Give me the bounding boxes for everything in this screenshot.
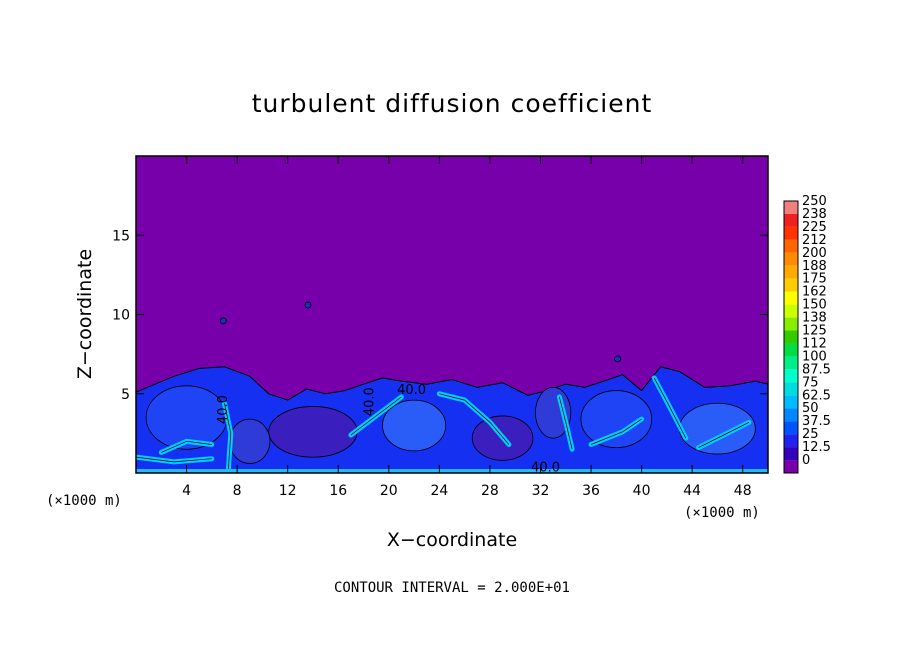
colorbar-swatch	[784, 226, 798, 240]
isolated-eddy	[304, 301, 312, 309]
contour-label: 40.0	[531, 460, 560, 475]
x-tick-label: 24	[430, 483, 448, 499]
isolated-eddy	[614, 355, 621, 363]
y-axis: 5 10 15	[112, 228, 768, 403]
colorbar-label: 162	[802, 285, 827, 300]
contour-line	[439, 393, 510, 445]
x-tick-label: 44	[683, 483, 701, 499]
colorbar-swatch	[784, 317, 798, 331]
x-tick-label: 32	[532, 483, 550, 499]
x-tick-label: 28	[481, 483, 499, 499]
plot-area: 40.0 40.0 40.0 40.0	[136, 156, 768, 475]
x-unit-right: (×1000 m)	[684, 505, 760, 521]
colorbar-label: 175	[802, 272, 827, 287]
contour-label: 40.0	[397, 383, 426, 398]
colorbar-swatch	[784, 434, 798, 448]
y-tick-label: 5	[121, 387, 130, 403]
x-tick-label: 16	[329, 483, 347, 499]
colorbar-swatch	[784, 201, 798, 214]
colorbar-label: 150	[802, 298, 827, 313]
x-tick-label: 40	[633, 483, 651, 499]
colorbar-label: 125	[802, 324, 827, 339]
colorbar-swatch	[784, 304, 798, 318]
contour-line	[350, 396, 402, 436]
x-unit-left: (×1000 m)	[46, 493, 122, 509]
contour-label: 40.0	[216, 395, 231, 424]
colorbar-swatch	[784, 395, 798, 409]
contour-label: 40.0	[363, 387, 378, 416]
colorbar-label: 50	[802, 401, 819, 416]
contour-line	[653, 377, 687, 439]
contour-line	[590, 418, 642, 445]
contour-line	[136, 456, 212, 463]
contour-line	[161, 440, 212, 453]
colorbar-swatch	[784, 278, 798, 292]
y-axis-label: Z−coordinate	[74, 249, 96, 379]
colorbar: 2502382252122001881751621501381251121008…	[783, 194, 831, 474]
x-tick-label: 20	[380, 483, 398, 499]
colorbar-label: 212	[802, 233, 827, 248]
colorbar-label: 25	[802, 427, 819, 442]
x-axis-label: X−coordinate	[387, 529, 517, 551]
turbulence-region	[580, 390, 653, 449]
contour-line	[224, 403, 232, 470]
colorbar-label: 200	[802, 246, 827, 261]
colorbar-swatch	[784, 330, 798, 344]
colorbar-label: 75	[802, 375, 819, 390]
colorbar-label: 0	[802, 453, 810, 468]
colorbar-swatch	[784, 460, 798, 473]
contour-line	[698, 421, 750, 448]
colorbar-label: 100	[802, 349, 827, 364]
colorbar-swatch	[784, 356, 798, 370]
x-tick-label: 4	[182, 483, 191, 499]
colorbar-frame	[783, 200, 799, 474]
colorbar-label: 87.5	[802, 362, 831, 377]
colorbar-label: 238	[802, 207, 827, 222]
colorbar-swatch	[784, 447, 798, 461]
colorbar-label: 12.5	[802, 440, 831, 455]
y-tick-label: 15	[112, 228, 130, 244]
colorbar-swatch	[784, 343, 798, 357]
turbulence-region	[268, 406, 358, 458]
colorbar-swatch	[784, 213, 798, 227]
turbulence-region	[679, 402, 756, 455]
colorbar-swatch	[784, 265, 798, 279]
colorbar-swatch	[784, 239, 798, 253]
colorbar-swatch	[784, 252, 798, 266]
colorbar-label: 112	[802, 336, 827, 351]
x-tick-label: 36	[582, 483, 600, 499]
turbulence-region	[229, 418, 271, 464]
turbulence-field: 40.0 40.0 40.0 40.0	[136, 301, 768, 475]
colorbar-label: 250	[802, 194, 827, 209]
colorbar-label: 138	[802, 311, 827, 326]
x-axis: 4 8 12 16 20 24 28 32 36 40 44 48	[182, 156, 752, 499]
x-tick-label: 12	[279, 483, 297, 499]
contour-line	[559, 396, 573, 450]
surface-band	[136, 469, 768, 473]
contour-interval-note: CONTOUR INTERVAL = 2.000E+01	[334, 580, 570, 596]
colorbar-label: 188	[802, 259, 827, 274]
isolated-eddy	[219, 317, 227, 325]
colorbar-swatch	[784, 369, 798, 383]
chart-title: turbulent diffusion coefficient	[252, 89, 653, 118]
x-tick-label: 48	[734, 483, 752, 499]
colorbar-swatch	[784, 291, 798, 305]
x-tick-label: 8	[233, 483, 242, 499]
colorbar-swatch	[784, 382, 798, 396]
colorbar-label: 37.5	[802, 414, 831, 429]
colorbar-swatch	[784, 408, 798, 422]
turbulence-region	[382, 399, 447, 452]
colorbar-label: 225	[802, 220, 827, 235]
colorbar-swatch	[784, 421, 798, 435]
colorbar-label: 62.5	[802, 388, 831, 403]
y-tick-label: 10	[112, 308, 130, 324]
